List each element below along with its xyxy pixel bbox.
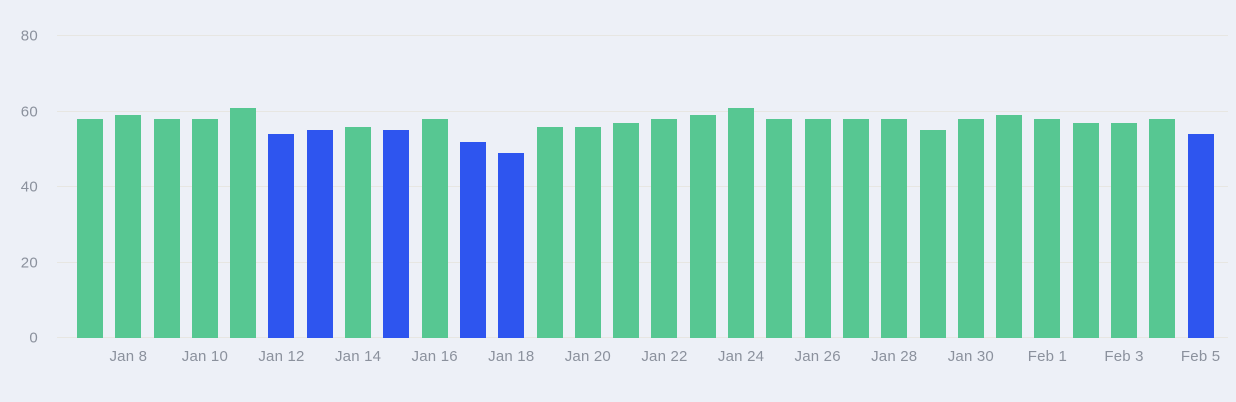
x-tick-label: Jan 28: [871, 348, 918, 365]
bar[interactable]: Jan 22: [641, 119, 687, 365]
bar[interactable]: Jan 24: [718, 107, 764, 365]
x-tick-label: Jan 8: [109, 348, 148, 365]
y-tick-label: 40: [20, 178, 38, 196]
bar[interactable]: Jan 16: [412, 119, 458, 365]
bar-highlighted[interactable]: Jan 12: [258, 134, 304, 365]
bar[interactable]: [689, 115, 716, 338]
bar[interactable]: [613, 122, 640, 338]
gridline: [57, 337, 1228, 338]
bar[interactable]: Jan 30: [948, 119, 994, 365]
x-tick-label: Jan 16: [411, 348, 458, 365]
x-tick-label: Jan 12: [258, 348, 305, 365]
x-tick-label: Jan 26: [794, 348, 841, 365]
bar[interactable]: [1072, 122, 1099, 338]
gridline: [57, 261, 1228, 263]
x-tick-label: Jan 20: [564, 348, 611, 365]
bar[interactable]: [536, 126, 563, 338]
x-tick-label: Jan 24: [717, 348, 765, 365]
bar[interactable]: [1149, 119, 1176, 338]
bar-highlighted[interactable]: [459, 141, 486, 338]
bar[interactable]: Jan 28: [871, 119, 917, 365]
bar[interactable]: Jan 8: [109, 115, 147, 365]
bar[interactable]: Jan 26: [795, 119, 841, 365]
x-tick-label: Feb 3: [1104, 348, 1144, 365]
y-tick-label: 60: [20, 103, 38, 120]
bar[interactable]: Feb 1: [1028, 119, 1067, 365]
y-tick-label: 80: [20, 27, 38, 45]
bar[interactable]: Jan 10: [182, 119, 228, 365]
x-tick-label: Jan 14: [334, 348, 382, 365]
y-tick-label: 20: [20, 254, 38, 271]
gridline: [57, 110, 1228, 112]
plot-area: Jan 8 Jan 10 Jan 12 Jan 14 Jan 16 Jan 18 Jan 2…: [57, 0, 1228, 365]
x-tick-label: Jan 22: [641, 348, 688, 365]
bar-highlighted[interactable]: [383, 130, 410, 338]
bar[interactable]: [919, 130, 946, 338]
bar[interactable]: [230, 107, 257, 338]
bar[interactable]: Feb 3: [1104, 122, 1143, 365]
bar-highlighted[interactable]: [306, 130, 333, 338]
x-tick-label: Jan 18: [488, 348, 535, 365]
x-tick-label: Jan 10: [181, 348, 229, 365]
bars-container: Jan 8 Jan 10 Jan 12 Jan 14 Jan 16 Jan 18 Jan 2…: [77, 0, 1220, 365]
bar[interactable]: Jan 14: [335, 126, 381, 365]
y-tick-label: 0: [29, 329, 38, 347]
y-axis: 0 20 40 60 80: [0, 0, 38, 347]
bar[interactable]: [77, 119, 103, 338]
bar-highlighted[interactable]: Jan 18: [488, 153, 534, 365]
gridline: [57, 35, 1228, 36]
x-tick-label: Feb 1: [1027, 348, 1068, 365]
bar[interactable]: [842, 119, 869, 338]
bar[interactable]: [153, 119, 180, 338]
bar[interactable]: [766, 119, 793, 338]
gridline: [57, 186, 1228, 187]
bar[interactable]: Jan 20: [565, 126, 611, 365]
bar-highlighted[interactable]: Feb 5: [1181, 134, 1220, 365]
x-tick-label: Feb 5: [1180, 348, 1221, 365]
x-tick-label: Jan 30: [947, 348, 994, 365]
bar[interactable]: [996, 115, 1023, 338]
